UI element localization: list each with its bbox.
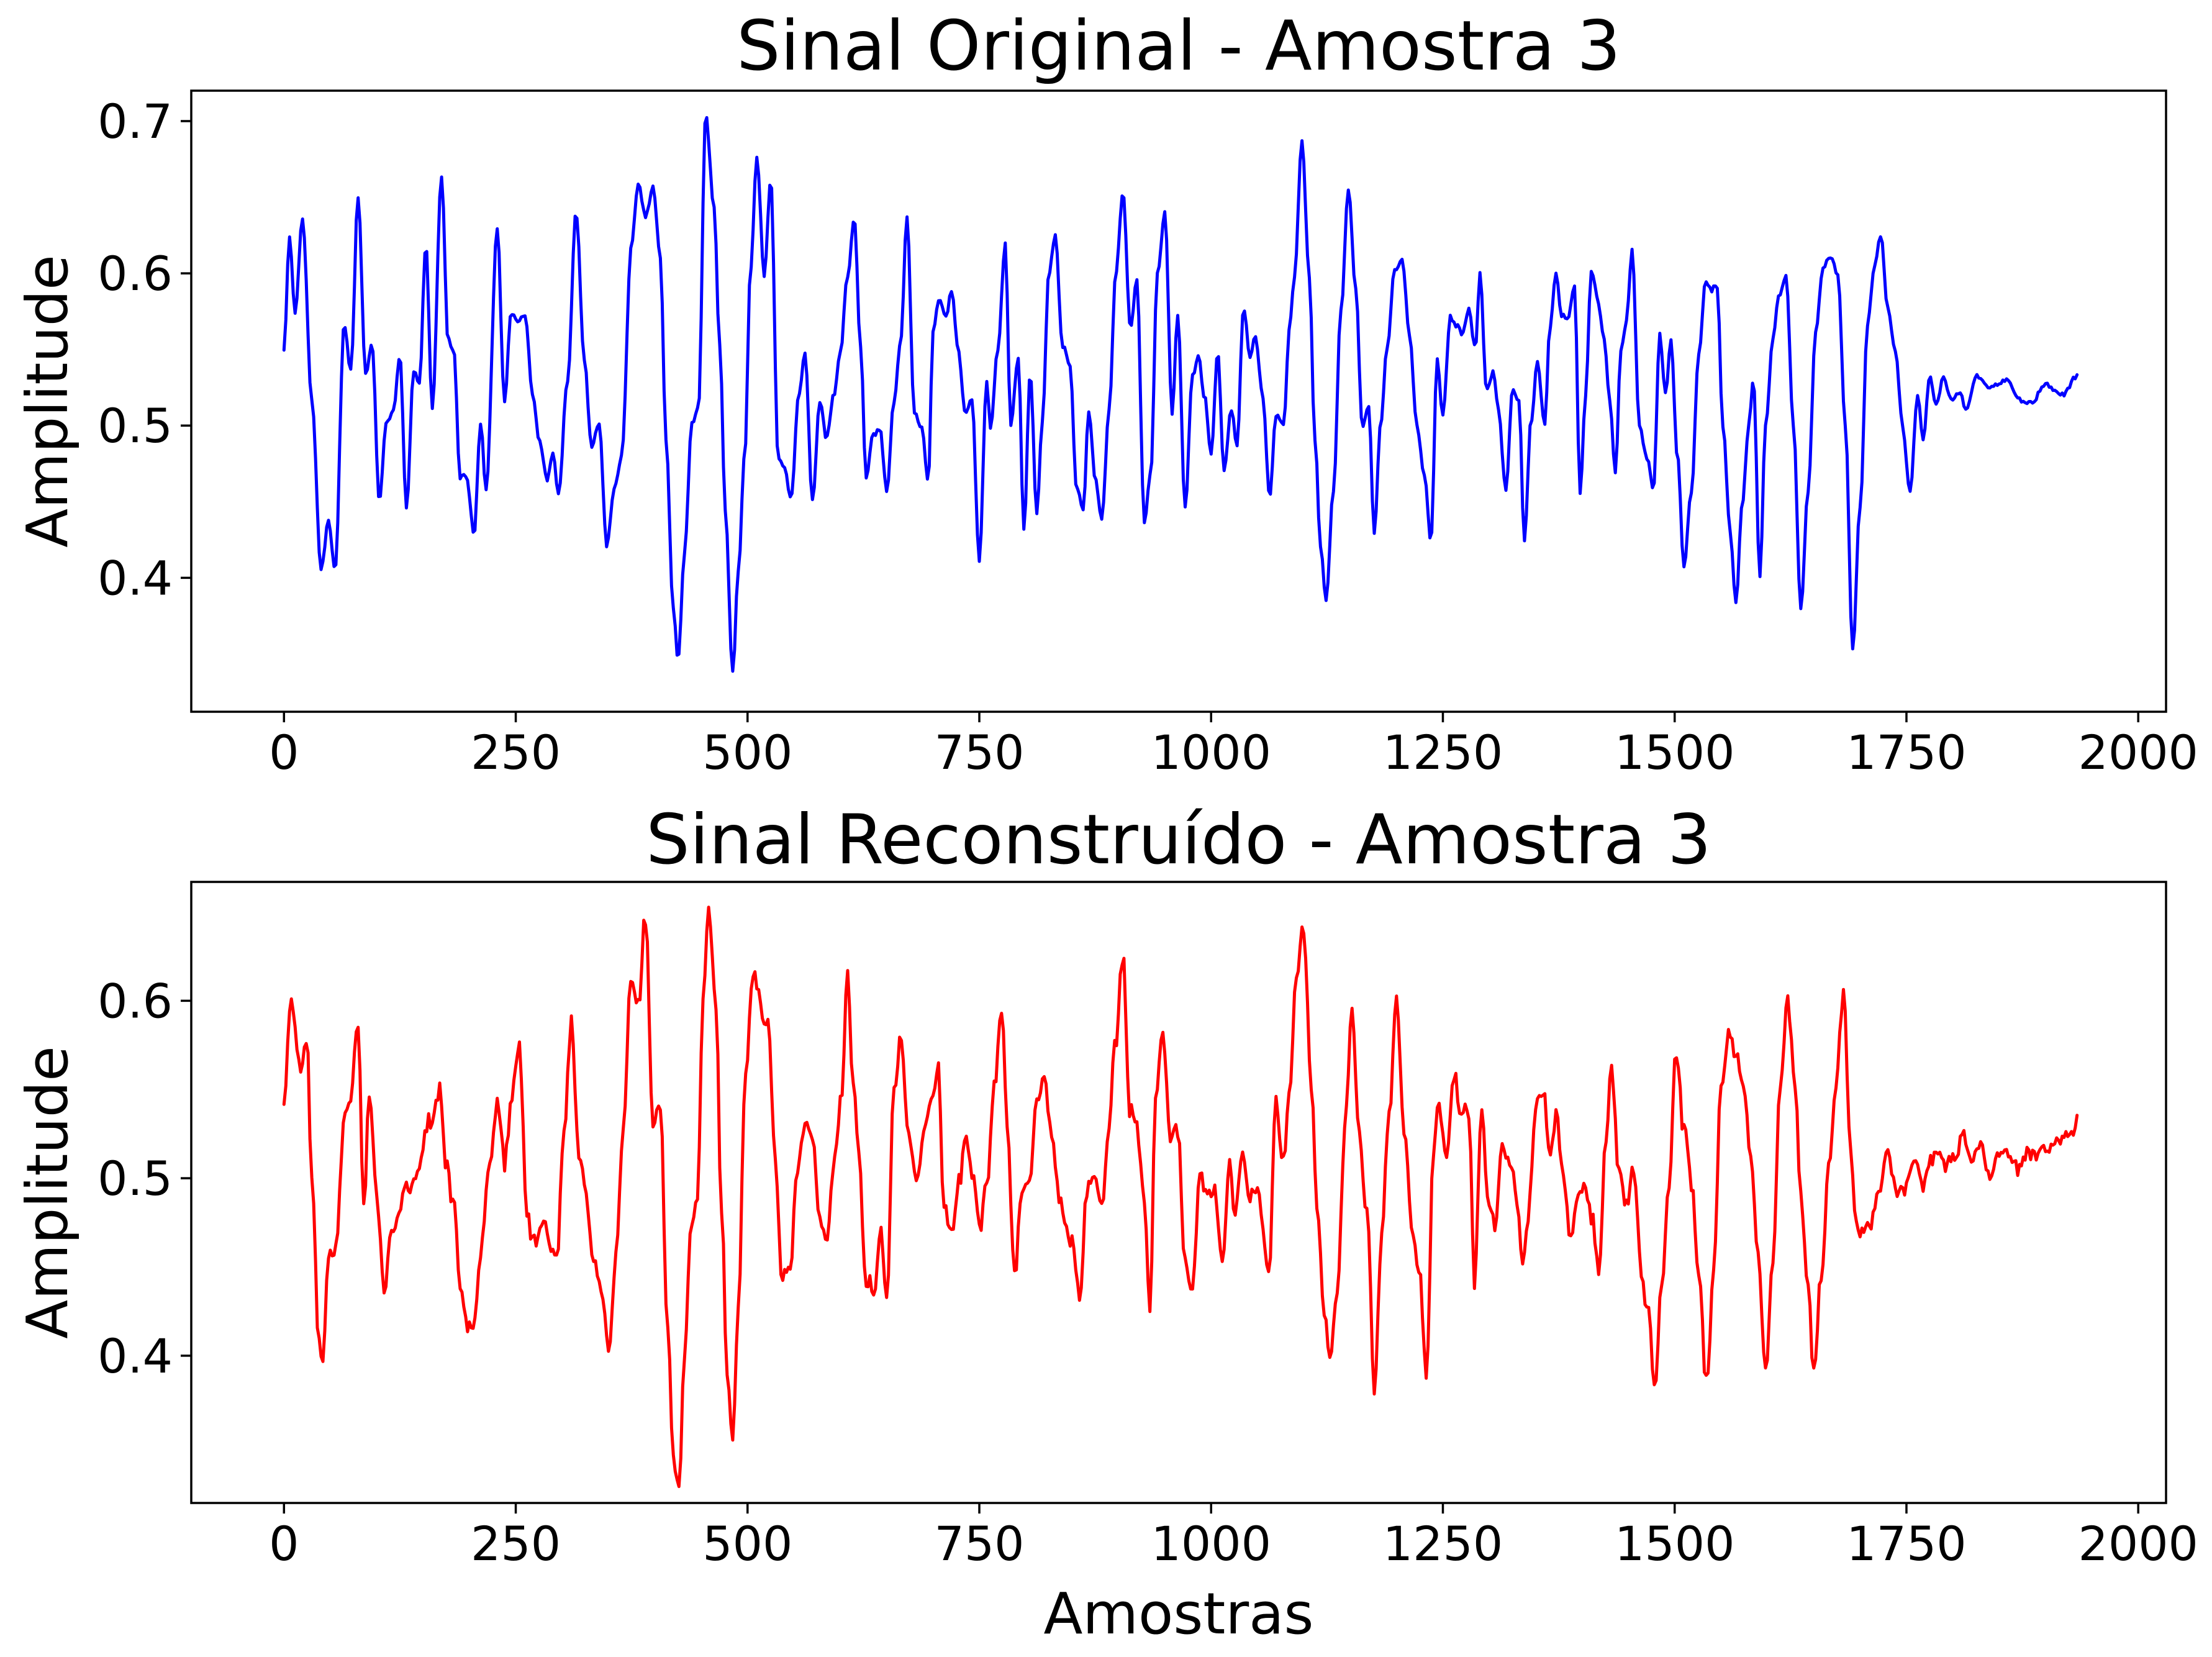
x-tick-label: 1250 [1383,1516,1503,1571]
x-tick-label: 2000 [2078,725,2198,780]
axes-frame [190,881,2167,1504]
y-tick-label: 0.7 [97,94,173,149]
x-tick-label: 500 [702,725,792,780]
y-axis-label: Amplitude [14,255,81,547]
chart-title: Sinal Reconstruído - Amostra 3 [646,800,1711,880]
x-tick-label: 1250 [1383,725,1503,780]
plot-area [282,906,2079,1488]
y-tick-label: 0.4 [97,550,173,606]
x-tick-label: 2000 [2078,1516,2198,1571]
x-tick-label: 250 [471,725,561,780]
y-axis-ticks: 0.4 0.5 0.6 [97,973,191,1384]
x-tick-label: 750 [934,725,1024,780]
x-tick-label: 1000 [1151,1516,1271,1571]
y-tick-label: 0.5 [97,1151,173,1206]
x-tick-label: 0 [269,725,299,780]
axes-frame [190,89,2167,713]
reconstructed-signal-line [282,906,2079,1488]
x-tick-label: 750 [934,1516,1024,1571]
y-tick-label: 0.6 [97,973,173,1028]
x-axis-label: Amostras [1044,1581,1314,1647]
chart-title: Sinal Original - Amostra 3 [737,6,1621,86]
reconstructed-signal-panel: Sinal Reconstruído - Amostra 3 0 250 500 75… [14,800,2198,1647]
y-axis-ticks: 0.4 0.5 0.6 0.7 [97,94,191,606]
x-tick-label: 0 [269,1516,299,1571]
plot-area [282,116,2079,673]
original-signal-line [282,116,2079,673]
original-signal-panel: Sinal Original - Amostra 3 0 250 500 750 100… [14,6,2198,780]
y-tick-label: 0.6 [97,246,173,301]
x-axis-ticks: 0 250 500 750 1000 1250 1500 1750 2000 [269,1503,2198,1571]
y-tick-label: 0.5 [97,398,173,453]
x-axis-ticks: 0 250 500 750 1000 1250 1500 1750 2000 [269,712,2198,780]
x-tick-label: 1500 [1615,725,1734,780]
y-tick-label: 0.4 [97,1328,173,1384]
x-tick-label: 1500 [1615,1516,1734,1571]
x-tick-label: 1750 [1846,725,1966,780]
x-tick-label: 500 [702,1516,792,1571]
x-tick-label: 250 [471,1516,561,1571]
x-tick-label: 1750 [1846,1516,1966,1571]
y-axis-label: Amplitude [14,1046,81,1338]
x-tick-label: 1000 [1151,725,1271,780]
